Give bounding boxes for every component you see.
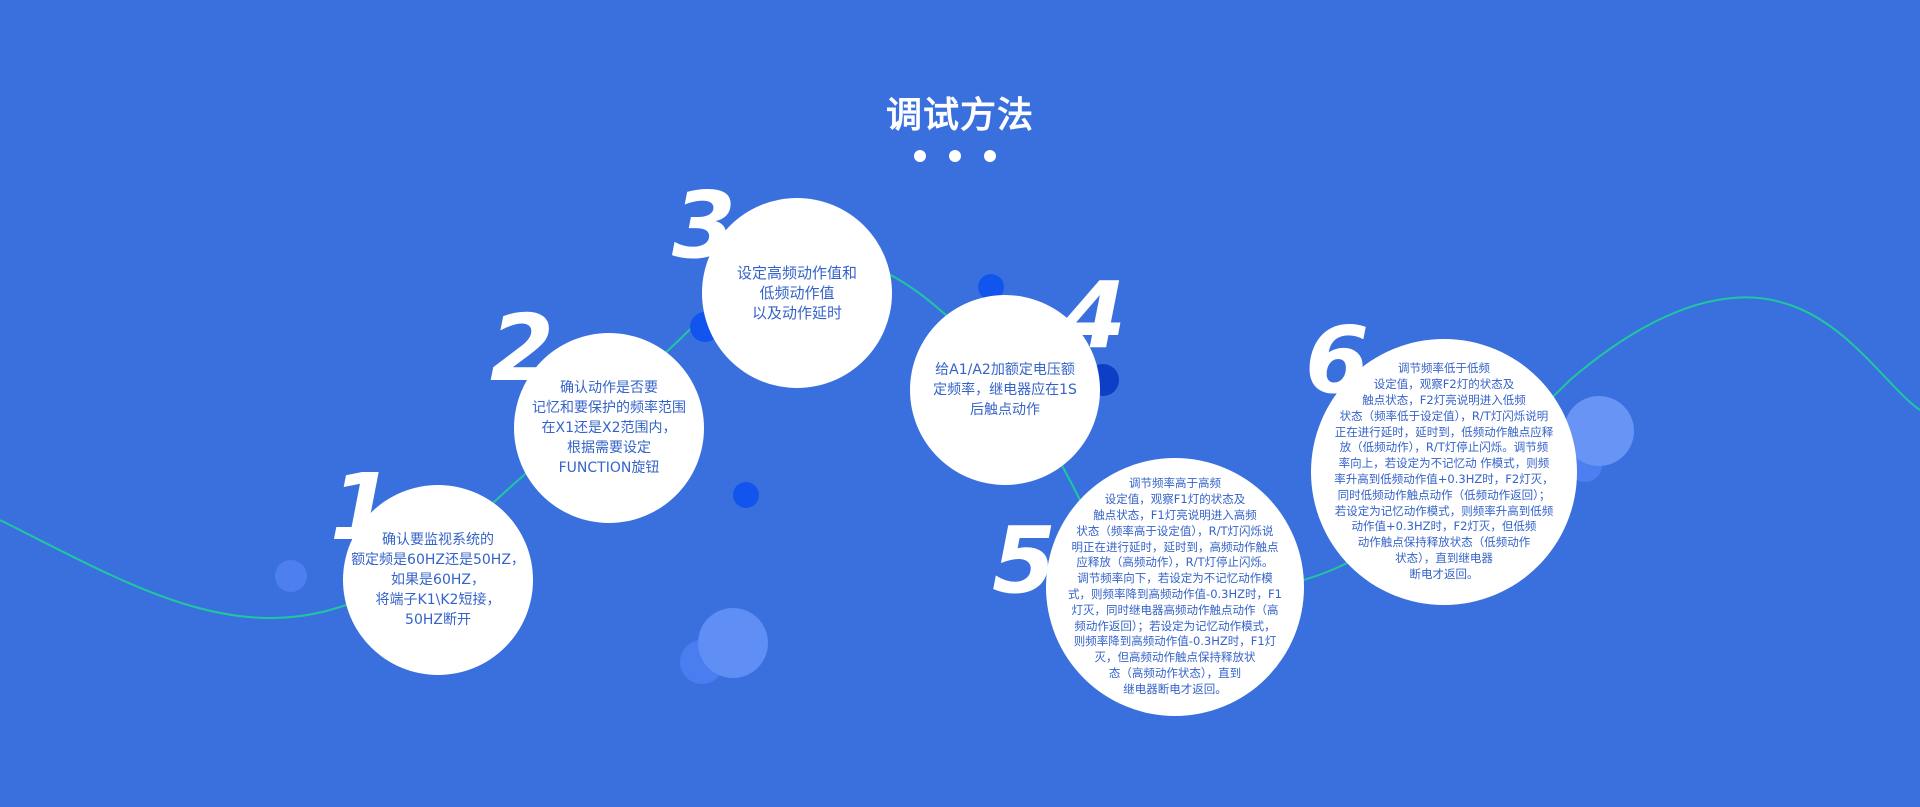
- decor-dot: [733, 482, 759, 508]
- step-1-number: 1: [330, 454, 395, 561]
- step-3-text: 设定高频动作值和 低频动作值 以及动作延时: [736, 264, 857, 322]
- title-divider: [630, 150, 1310, 162]
- step-5-circle: 调节频率高于高频 设定值，观察F1灯的状态及 触点状态，F1灯亮说明进入高频 状…: [1046, 458, 1304, 716]
- step-5-number: 5: [992, 507, 1057, 614]
- step-6-circle: 调节频率低于低频 设定值，观察F2灯的状态及 触点状态，F2灯亮说明进入低频 状…: [1311, 339, 1577, 605]
- decor-dot: [275, 560, 307, 592]
- decor-dot: [698, 608, 768, 678]
- step-6-number: 6: [1305, 307, 1370, 414]
- step-2-number: 2: [490, 295, 555, 402]
- step-1-text: 确认要监视系统的 额定频是60HZ还是50HZ， 如果是60HZ， 将端子K1\…: [351, 532, 525, 628]
- step-5-text: 调节频率高于高频 设定值，观察F1灯的状态及 触点状态，F1灯亮说明进入高频 状…: [1068, 476, 1282, 696]
- step-4-text: 给A1/A2加额定电压额 定频率，继电器应在1S 后触点动作: [933, 362, 1077, 418]
- step-2-text: 确认动作是否要 记忆和要保护的频率范围 在X1还是X2范围内， 根据需要设定 F…: [532, 380, 686, 476]
- step-1-circle: 确认要监视系统的 额定频是60HZ还是50HZ， 如果是60HZ， 将端子K1\…: [343, 485, 533, 675]
- step-3-number: 3: [672, 172, 737, 279]
- page-title: 调试方法: [885, 95, 1034, 136]
- step-4-circle: 给A1/A2加额定电压额 定频率，继电器应在1S 后触点动作: [910, 295, 1100, 485]
- step-3-circle: 设定高频动作值和 低频动作值 以及动作延时: [702, 198, 892, 388]
- step-6-text: 调节频率低于低频 设定值，观察F2灯的状态及 触点状态，F2灯亮说明进入低频 状…: [1334, 361, 1554, 581]
- step-2-circle: 确认动作是否要 记忆和要保护的频率范围 在X1还是X2范围内， 根据需要设定 F…: [514, 333, 704, 523]
- step-4-number: 4: [1062, 262, 1127, 369]
